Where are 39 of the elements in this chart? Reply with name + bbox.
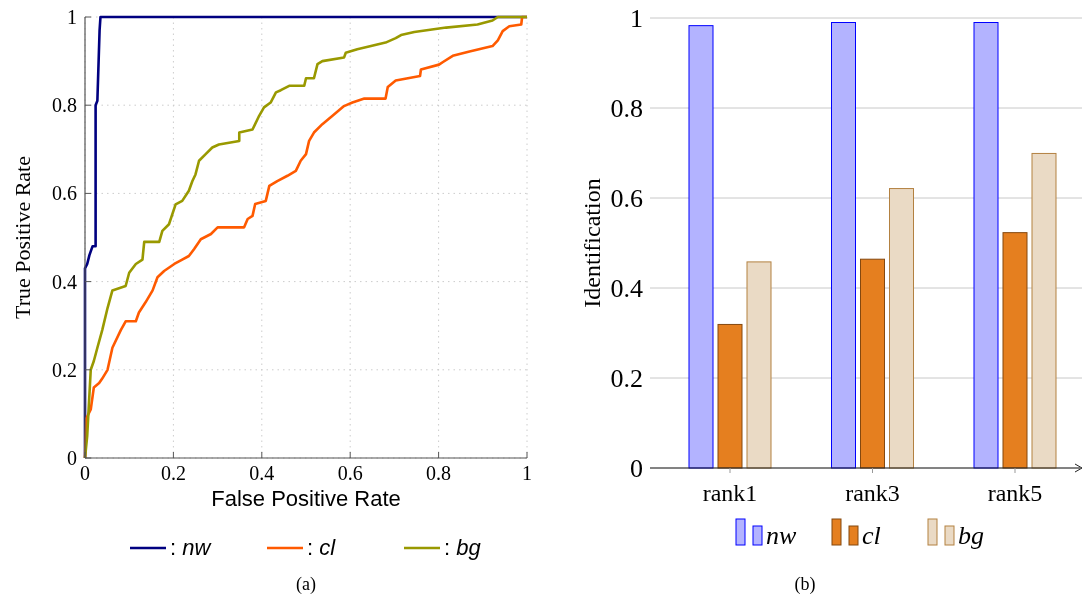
- y-tick-label: 0.6: [610, 184, 643, 213]
- y-tick-label: 0.4: [610, 274, 643, 303]
- x-tick-label: 1: [522, 462, 532, 484]
- text: (a): [296, 574, 316, 595]
- y-tick-label: 0.8: [610, 94, 643, 123]
- y-axis-title: Identification: [579, 178, 605, 308]
- y-tick-label: 0: [67, 447, 77, 469]
- bar: [973, 22, 999, 469]
- x-tick-label: 0.4: [249, 462, 275, 484]
- y-tick-label: 0.2: [52, 358, 77, 381]
- bar: [746, 261, 772, 469]
- y-tick-label: 0.6: [52, 182, 77, 205]
- bar: [831, 22, 856, 469]
- bar: [1002, 232, 1028, 469]
- y-tick-label: 1: [67, 6, 77, 28]
- x-tick-label: 0.8: [426, 462, 452, 484]
- x-tick-label: 0.2: [160, 462, 186, 484]
- y-tick-label: 1: [630, 4, 643, 33]
- x-axis-title: False Positive Rate: [211, 486, 401, 511]
- text: (b): [794, 574, 816, 595]
- bar: [688, 25, 714, 469]
- bar: [717, 323, 743, 469]
- y-tick-label: 0.2: [610, 364, 643, 393]
- y-tick-label: 0.4: [52, 270, 77, 293]
- x-tick-label: rank1: [702, 480, 758, 506]
- bar: [860, 258, 885, 469]
- legend-label: : cl: [307, 535, 337, 560]
- bar: [889, 188, 914, 469]
- x-tick-label: rank5: [987, 480, 1043, 506]
- legend-label: nw: [766, 521, 797, 550]
- y-tick-label: 0.8: [52, 94, 77, 117]
- legend-label: : bg: [444, 535, 482, 560]
- y-axis-title: True Positive Rate: [10, 156, 35, 319]
- x-tick-label: 0.6: [337, 462, 363, 484]
- x-tick-label: rank3: [845, 480, 900, 506]
- bar: [1031, 152, 1057, 469]
- legend-label: cl: [862, 521, 881, 550]
- legend-label: : nw: [170, 535, 213, 560]
- legend-label: bg: [958, 521, 984, 550]
